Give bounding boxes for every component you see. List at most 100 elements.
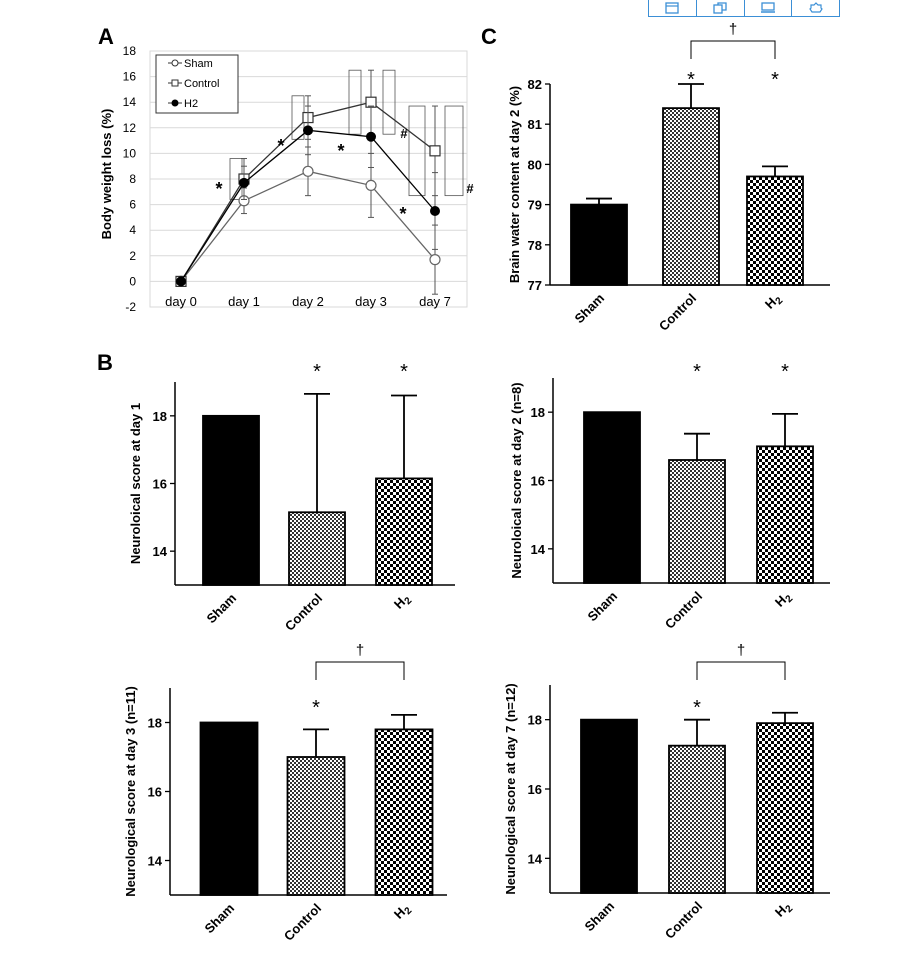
data-point — [176, 276, 186, 287]
significance-marker: * — [687, 69, 695, 91]
bar-sham — [202, 414, 260, 586]
monitor-icon[interactable] — [744, 0, 793, 17]
y-tick-label: 14 — [153, 544, 168, 559]
data-point — [239, 177, 249, 188]
bracket-marker: † — [737, 642, 745, 659]
bar-control — [668, 744, 726, 894]
significance-bracket — [696, 661, 786, 680]
chart-b-day1: 14 16 18 Neuroloical score at day 1 Sham * Con… — [128, 361, 455, 634]
significance-marker: * — [781, 361, 789, 383]
y-tick-label: 16 — [531, 474, 545, 489]
bar-sham — [583, 411, 641, 584]
y-axis-label: Brain water content at day 2 (%) — [507, 86, 522, 283]
bar-sham — [199, 721, 259, 896]
y-axis-label: Neuroloical score at day 2 (n=8) — [509, 382, 524, 578]
x-tick-label: H2 — [772, 898, 796, 922]
y-tick-label: 16 — [528, 782, 542, 797]
y-tick-label: 18 — [148, 716, 162, 731]
x-tick-label: day 3 — [355, 294, 387, 309]
x-tick-label: H2 — [762, 290, 786, 314]
x-tick-label: Control — [656, 291, 699, 334]
x-tick-label: H2 — [391, 590, 415, 614]
y-tick-label: 18 — [153, 409, 167, 424]
bar-control — [288, 511, 346, 586]
y-tick-label: 18 — [123, 44, 137, 58]
bar-h2 — [375, 477, 433, 586]
subscript: 2 — [784, 593, 796, 605]
y-tick-label: 81 — [528, 117, 542, 132]
y-tick-label: 16 — [123, 70, 137, 84]
panel-label-b: B — [97, 350, 113, 375]
data-point — [429, 254, 441, 266]
plot-frame — [149, 50, 468, 308]
y-tick-label: 18 — [531, 405, 545, 420]
y-tick-label: 16 — [153, 477, 167, 492]
significance-bracket — [315, 661, 405, 680]
settings-icon[interactable] — [792, 0, 840, 17]
bracket-marker: † — [729, 21, 737, 38]
legend-marker — [171, 99, 179, 107]
subscript: 2 — [784, 903, 796, 915]
x-tick-label: Control — [281, 901, 324, 944]
data-point — [365, 179, 377, 191]
subscript: 2 — [403, 905, 415, 917]
data-point — [302, 165, 314, 177]
bar-control — [662, 107, 720, 286]
significance-marker: * — [399, 204, 406, 224]
significance-marker: * — [215, 179, 222, 199]
error-range-box — [444, 105, 464, 197]
bar-control — [668, 459, 726, 584]
significance-marker: * — [337, 141, 344, 161]
y-tick-label: 0 — [129, 274, 136, 288]
legend-label: H2 — [184, 98, 198, 110]
legend-label: Sham — [184, 58, 213, 70]
subscript: 2 — [774, 295, 786, 307]
significance-marker: # — [400, 126, 408, 141]
y-tick-label: 10 — [123, 146, 137, 160]
image-icon[interactable] — [648, 0, 697, 17]
y-tick-label: 82 — [528, 77, 542, 92]
y-tick-label: 14 — [123, 95, 137, 109]
x-tick-label: day 7 — [419, 294, 451, 309]
error-range-box — [408, 105, 426, 197]
y-tick-label: 78 — [528, 238, 542, 253]
chart-c-brain-water: 77 78 79 80 81 82 Brain water content at day 2… — [507, 21, 830, 334]
y-tick-label: 16 — [148, 785, 162, 800]
significance-marker: * — [693, 697, 701, 719]
x-tick-label: Sham — [203, 591, 239, 627]
y-tick-label: 77 — [528, 278, 542, 293]
y-tick-label: 14 — [528, 851, 543, 866]
significance-marker: * — [771, 69, 779, 91]
bar-h2 — [374, 728, 434, 896]
x-tick-label: Control — [662, 899, 705, 942]
y-tick-label: 80 — [528, 157, 542, 172]
significance-marker: * — [312, 697, 320, 719]
significance-marker: * — [277, 136, 284, 156]
legend-marker — [171, 59, 179, 67]
significance-marker: * — [400, 361, 408, 383]
legend-label: Control — [184, 78, 219, 90]
bar-h2 — [756, 722, 814, 894]
data-point — [430, 206, 440, 216]
significance-marker: # — [466, 181, 474, 196]
x-tick-label: Sham — [584, 589, 620, 625]
chart-a-body-weight: -2 0 2 4 6 8 10 12 14 16 18 day 0 day 1 day 2 day 3 day… — [99, 44, 474, 314]
legend-marker — [171, 79, 179, 87]
figure-toolbar — [648, 0, 840, 18]
x-tick-label: H2 — [772, 588, 796, 612]
data-point — [303, 125, 313, 136]
bracket-marker: † — [356, 642, 364, 659]
copy-icon[interactable] — [696, 0, 745, 17]
y-tick-label: 4 — [129, 223, 136, 237]
x-tick-label: Sham — [581, 899, 617, 935]
x-tick-label: H2 — [391, 900, 415, 924]
x-tick-label: Sham — [201, 901, 237, 937]
y-tick-label: 8 — [129, 172, 136, 186]
y-axis-label: Neurological score at day 3 (n=11) — [123, 686, 138, 897]
y-tick-label: 14 — [148, 854, 163, 869]
significance-marker: * — [313, 361, 321, 383]
x-tick-label: day 1 — [228, 294, 260, 309]
bar-sham — [580, 718, 638, 894]
x-tick-label: day 0 — [165, 294, 197, 309]
data-point — [429, 145, 441, 157]
